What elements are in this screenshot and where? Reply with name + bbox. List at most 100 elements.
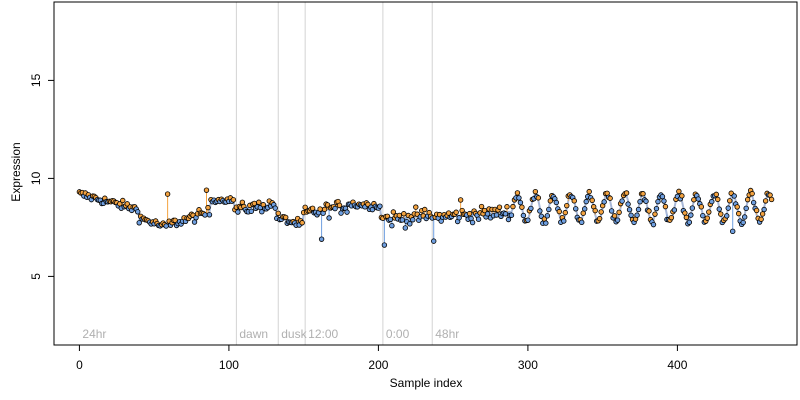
data-point (457, 197, 464, 203)
data-point (496, 204, 503, 210)
data-point (580, 210, 586, 216)
data-point (768, 196, 775, 203)
data-point (700, 212, 706, 219)
data-point (318, 236, 325, 242)
data-point (235, 209, 241, 215)
data-point (659, 193, 666, 200)
data-point (579, 219, 585, 226)
data-point (679, 193, 685, 199)
data-point (377, 203, 383, 209)
data-point (643, 198, 649, 204)
data-point (453, 209, 459, 215)
data-point (248, 208, 255, 214)
data-point (730, 228, 736, 235)
phase-label: 0:00 (386, 327, 410, 341)
data-point (709, 198, 715, 205)
data-point (390, 209, 397, 215)
data-point (740, 219, 746, 226)
data-point (608, 208, 615, 214)
x-axis: 0 100 200 300 400 (76, 345, 688, 372)
data-point (582, 206, 588, 212)
y-tick-label: 5 (29, 273, 43, 280)
data-points (76, 187, 775, 248)
data-point (525, 217, 531, 223)
data-point (724, 213, 730, 219)
data-point (583, 198, 589, 205)
data-point (510, 203, 516, 210)
data-point (556, 208, 562, 215)
data-point (136, 220, 142, 226)
data-point (607, 195, 613, 201)
data-point (759, 211, 766, 217)
data-point (586, 188, 592, 195)
y-tick-label: 15 (29, 73, 43, 87)
data-point (191, 219, 198, 225)
data-point (668, 214, 675, 221)
data-point (688, 212, 694, 218)
data-point (715, 196, 721, 203)
data-point (689, 205, 696, 211)
data-point (519, 204, 525, 210)
data-point (767, 192, 773, 198)
data-point (741, 214, 748, 220)
data-point (402, 225, 409, 231)
data-point (309, 205, 316, 212)
data-point (203, 187, 210, 193)
data-point (743, 205, 749, 212)
data-point (727, 198, 733, 204)
data-point (381, 242, 388, 248)
data-point (535, 195, 542, 201)
phase-labels: 24hr dawn dusk 12:00 0:00 48hr (82, 327, 459, 341)
data-point (619, 198, 625, 204)
x-tick-label: 100 (219, 358, 239, 372)
data-point (120, 197, 126, 204)
data-point (725, 205, 731, 211)
data-point (431, 238, 437, 244)
data-point (336, 202, 343, 209)
data-point (543, 220, 549, 226)
data-point (317, 206, 323, 212)
data-point (601, 199, 607, 205)
data-point (504, 204, 510, 210)
data-point (562, 209, 568, 216)
data-point (628, 212, 634, 218)
x-axis-title: Sample index (390, 376, 463, 390)
data-point (399, 217, 406, 223)
data-point (537, 208, 543, 214)
data-point (744, 196, 751, 203)
data-point (758, 216, 764, 222)
data-point (283, 214, 289, 221)
data-point (683, 214, 690, 221)
data-point (713, 191, 719, 198)
data-point (410, 217, 416, 223)
data-point (634, 212, 640, 218)
data-point (596, 215, 603, 222)
x-tick-label: 300 (518, 358, 538, 372)
data-point (163, 223, 169, 229)
data-point (546, 206, 552, 213)
phase-label: 48hr (435, 327, 459, 341)
phase-label: dawn (239, 327, 268, 341)
data-point (635, 206, 642, 213)
data-point (475, 216, 482, 222)
data-point (698, 204, 705, 210)
data-point (206, 212, 213, 218)
phase-label: dusk (281, 327, 307, 341)
data-point (637, 198, 643, 205)
data-point (332, 205, 338, 212)
data-point (302, 204, 308, 210)
data-point (389, 222, 395, 229)
data-point (407, 221, 413, 227)
plot-frame (53, 1, 798, 346)
data-point (706, 209, 712, 215)
data-point (202, 212, 208, 218)
data-point (401, 211, 407, 217)
data-point (553, 199, 560, 206)
data-point (652, 211, 658, 217)
data-point (517, 199, 524, 206)
x-tick-label: 400 (667, 358, 687, 372)
data-point (516, 195, 522, 201)
data-point (299, 220, 305, 226)
data-point (761, 206, 767, 213)
